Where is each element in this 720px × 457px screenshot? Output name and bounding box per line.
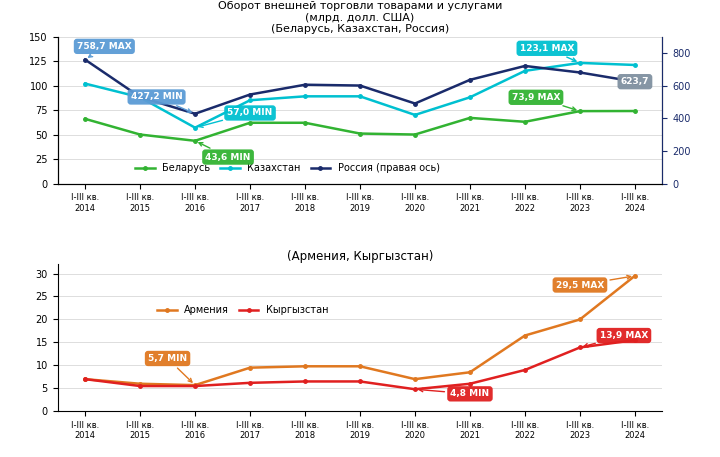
Text: 623,7: 623,7: [621, 77, 649, 86]
Text: 758,7 MAX: 758,7 MAX: [77, 42, 132, 57]
Text: 5,7 MIN: 5,7 MIN: [148, 354, 192, 382]
Text: 427,2 MIN: 427,2 MIN: [131, 92, 191, 112]
Legend: Беларусь, Казахстан, Россия (правая ось): Беларусь, Казахстан, Россия (правая ось): [131, 159, 444, 177]
Legend: Армения, Кыргызстан: Армения, Кыргызстан: [153, 302, 333, 319]
Text: 29,5 MAX: 29,5 MAX: [556, 276, 631, 289]
Text: 13,9 MAX: 13,9 MAX: [584, 331, 648, 347]
Title: Оборот внешней торговли товарами и услугами
(млрд. долл. США)
(Беларусь, Казахст: Оборот внешней торговли товарами и услуг…: [218, 1, 502, 34]
Title: (Армения, Кыргызстан): (Армения, Кыргызстан): [287, 250, 433, 263]
Text: 73,9 MAX: 73,9 MAX: [512, 93, 576, 111]
Text: 43,6 MIN: 43,6 MIN: [199, 143, 251, 162]
Text: 123,1 MAX: 123,1 MAX: [520, 44, 576, 61]
Text: 4,8 MIN: 4,8 MIN: [419, 388, 490, 399]
Text: 57,0 MIN: 57,0 MIN: [199, 108, 273, 128]
